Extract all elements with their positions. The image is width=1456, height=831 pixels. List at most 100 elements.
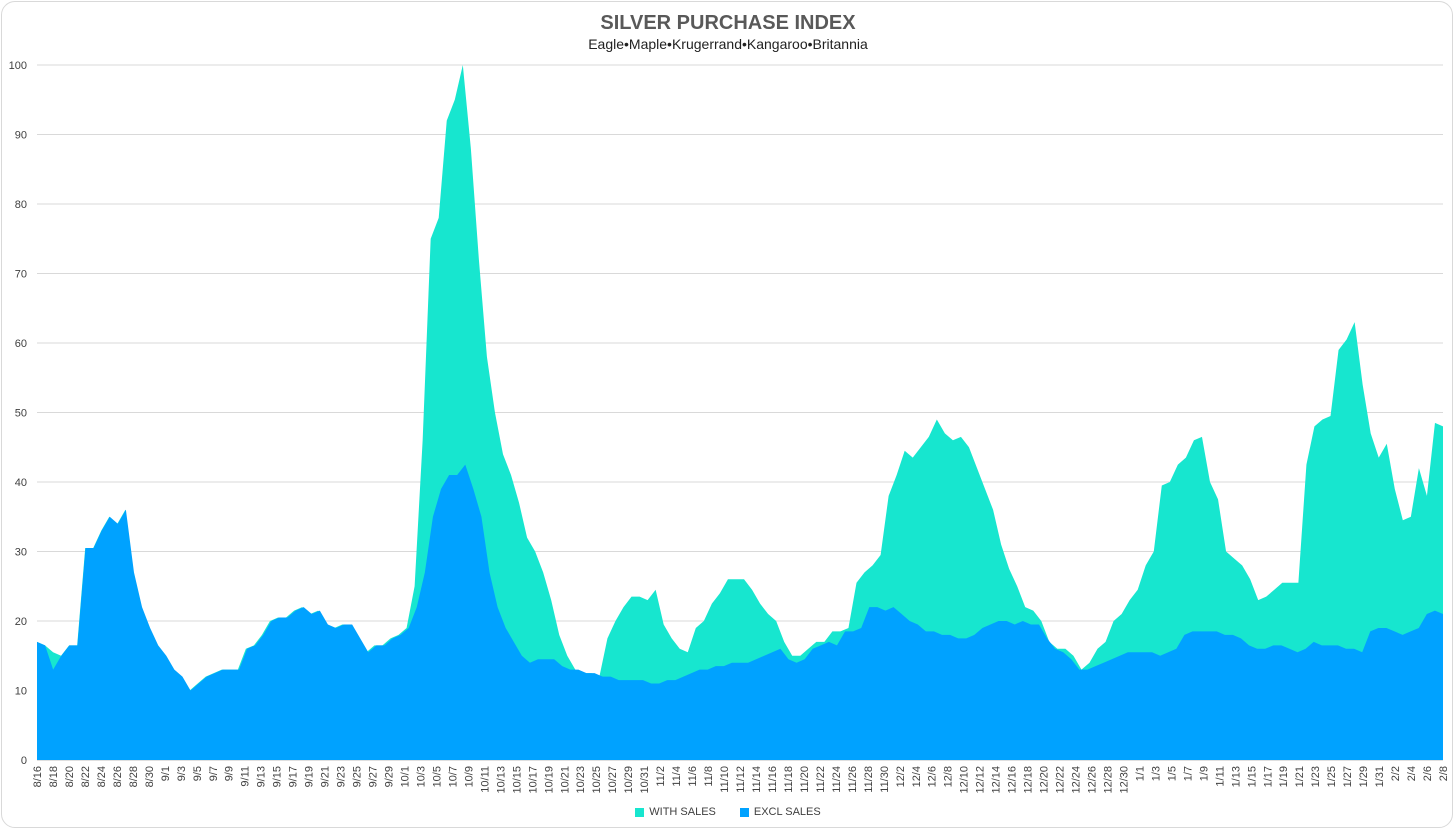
x-tick-label: 2/6 — [1422, 766, 1434, 781]
x-tick-label: 10/1 — [399, 766, 411, 787]
legend: WITH SALES EXCL SALES — [0, 806, 1456, 818]
x-tick-label: 1/9 — [1198, 766, 1210, 781]
x-tick-label: 11/12 — [735, 766, 747, 793]
x-tick-label: 12/4 — [911, 766, 923, 787]
x-tick-label: 10/15 — [511, 766, 523, 794]
x-tick-label: 11/14 — [751, 766, 763, 793]
y-tick-label: 10 — [15, 686, 27, 698]
x-tick-label: 11/18 — [783, 766, 795, 793]
x-tick-label: 9/27 — [368, 766, 380, 787]
y-tick-label: 80 — [15, 199, 27, 211]
x-tick-label: 12/26 — [1087, 766, 1099, 794]
x-tick-label: 12/28 — [1102, 766, 1114, 794]
y-tick-label: 20 — [15, 616, 27, 628]
x-tick-label: 8/16 — [32, 766, 44, 787]
x-tick-label: 10/9 — [463, 766, 475, 787]
x-tick-label: 12/12 — [975, 766, 987, 794]
x-tick-label: 12/16 — [1007, 766, 1019, 794]
x-tick-label: 8/30 — [144, 766, 156, 787]
x-tick-label: 9/17 — [288, 766, 300, 787]
x-tick-label: 11/26 — [847, 766, 859, 793]
x-tick-label: 12/2 — [895, 766, 907, 787]
x-tick-label: 10/23 — [575, 766, 587, 794]
y-tick-label: 60 — [15, 338, 27, 350]
x-tick-label: 11/22 — [815, 766, 827, 793]
x-tick-label: 11/10 — [719, 766, 731, 793]
x-tick-label: 12/6 — [927, 766, 939, 787]
x-tick-label: 2/2 — [1390, 766, 1402, 781]
x-tick-label: 9/25 — [352, 766, 364, 787]
x-tick-label: 11/28 — [863, 766, 875, 793]
x-tick-label: 10/27 — [607, 766, 619, 794]
x-tick-label: 1/15 — [1246, 766, 1258, 787]
y-tick-label: 30 — [15, 547, 27, 559]
y-tick-label: 90 — [15, 130, 27, 142]
x-tick-label: 1/25 — [1326, 766, 1338, 787]
x-tick-label: 9/5 — [192, 766, 204, 781]
x-tick-label: 9/11 — [240, 766, 252, 787]
x-tick-label: 10/29 — [623, 766, 635, 794]
x-tick-label: 2/4 — [1406, 766, 1418, 781]
x-axis: 8/16 8/18 8/20 8/22 8/24 8/26 8/28 8/30 9/1 9/3 9/… — [32, 766, 1450, 794]
legend-label: WITH SALES — [649, 806, 716, 818]
x-tick-label: 1/31 — [1374, 766, 1386, 787]
legend-item-with-sales[interactable]: WITH SALES — [635, 806, 716, 818]
x-tick-label: 10/5 — [431, 766, 443, 787]
x-tick-label: 1/29 — [1358, 766, 1370, 787]
x-tick-label: 9/21 — [320, 766, 332, 787]
x-tick-label: 12/22 — [1055, 766, 1067, 794]
x-tick-label: 8/28 — [128, 766, 140, 787]
x-tick-label: 8/20 — [64, 766, 76, 787]
y-axis: 0 10 20 30 40 50 60 70 80 90 100 — [9, 60, 27, 767]
x-tick-label: 12/24 — [1071, 766, 1083, 794]
series-area-excl-sales — [37, 464, 1443, 760]
x-tick-label: 10/11 — [479, 766, 491, 793]
x-tick-label: 8/22 — [80, 766, 92, 787]
x-tick-label: 11/6 — [687, 766, 699, 787]
x-tick-label: 1/13 — [1230, 766, 1242, 787]
legend-item-excl-sales[interactable]: EXCL SALES — [739, 806, 821, 818]
x-tick-label: 10/13 — [495, 766, 507, 794]
x-tick-label: 10/19 — [543, 766, 555, 794]
x-tick-label: 10/25 — [591, 766, 603, 794]
x-tick-label: 10/31 — [639, 766, 651, 794]
x-tick-label: 11/4 — [671, 766, 683, 787]
x-tick-label: 12/14 — [991, 766, 1003, 794]
x-tick-label: 10/7 — [447, 766, 459, 787]
x-tick-label: 9/23 — [336, 766, 348, 787]
x-tick-label: 8/18 — [48, 766, 60, 787]
x-tick-label: 10/21 — [559, 766, 571, 794]
x-tick-label: 10/3 — [415, 766, 427, 787]
y-tick-label: 100 — [9, 60, 27, 72]
x-tick-label: 11/8 — [703, 766, 715, 787]
x-tick-label: 12/10 — [959, 766, 971, 794]
x-tick-label: 9/29 — [384, 766, 396, 787]
x-tick-label: 9/1 — [160, 766, 172, 781]
x-tick-label: 8/24 — [96, 766, 108, 787]
y-tick-label: 50 — [15, 408, 27, 420]
x-tick-label: 8/26 — [112, 766, 124, 787]
x-tick-label: 9/19 — [304, 766, 316, 787]
y-tick-label: 40 — [15, 477, 27, 489]
x-tick-label: 1/5 — [1166, 766, 1178, 781]
x-tick-label: 1/1 — [1134, 766, 1146, 781]
x-tick-label: 1/23 — [1310, 766, 1322, 787]
x-tick-label: 1/27 — [1342, 766, 1354, 787]
chart-areas — [37, 65, 1443, 760]
x-tick-label: 11/16 — [767, 766, 779, 793]
x-tick-label: 12/30 — [1118, 766, 1130, 794]
legend-swatch — [635, 807, 645, 817]
x-tick-label: 9/15 — [272, 766, 284, 787]
y-tick-label: 70 — [15, 269, 27, 281]
x-tick-label: 2/8 — [1438, 766, 1450, 781]
x-tick-label: 9/7 — [208, 766, 220, 781]
x-tick-label: 9/9 — [224, 766, 236, 781]
x-tick-label: 12/18 — [1023, 766, 1035, 794]
x-tick-label: 1/19 — [1278, 766, 1290, 787]
x-tick-label: 1/17 — [1262, 766, 1274, 787]
y-tick-label: 0 — [21, 755, 27, 767]
x-tick-label: 1/11 — [1214, 766, 1226, 787]
x-tick-label: 1/21 — [1294, 766, 1306, 787]
x-tick-label: 1/7 — [1182, 766, 1194, 781]
